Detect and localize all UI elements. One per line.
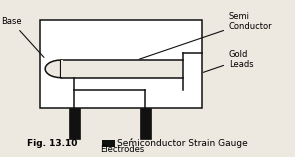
FancyBboxPatch shape <box>69 108 80 139</box>
Text: Base: Base <box>1 17 44 57</box>
Text: Gold
Leads: Gold Leads <box>203 50 254 72</box>
FancyBboxPatch shape <box>140 108 151 139</box>
FancyBboxPatch shape <box>61 60 63 77</box>
Wedge shape <box>45 60 61 78</box>
Text: Electrodes: Electrodes <box>101 139 145 154</box>
FancyBboxPatch shape <box>40 20 202 108</box>
Text: Fig. 13.10: Fig. 13.10 <box>27 139 77 148</box>
FancyBboxPatch shape <box>102 140 114 147</box>
Text: Semi
Conductor: Semi Conductor <box>139 11 273 59</box>
Text: Semiconductor Strain Gauge: Semiconductor Strain Gauge <box>117 139 248 148</box>
FancyBboxPatch shape <box>61 60 183 78</box>
